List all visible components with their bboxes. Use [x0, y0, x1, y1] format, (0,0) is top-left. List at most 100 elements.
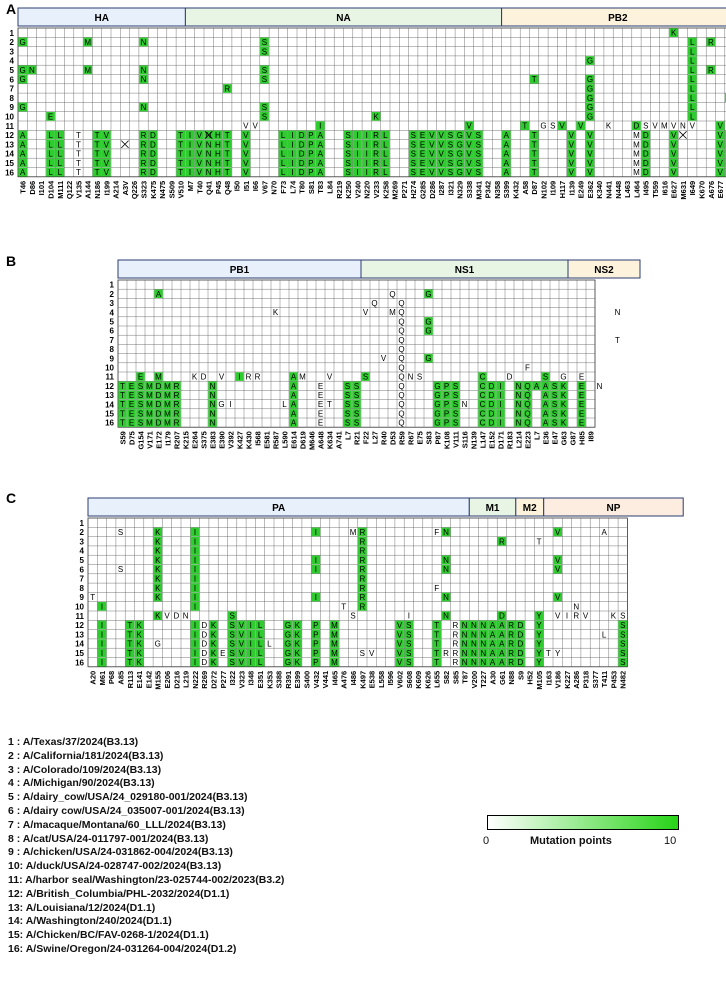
mutation-residue: K: [136, 640, 142, 649]
mutation-cell: [190, 536, 200, 546]
mutation-residue: S: [453, 419, 458, 428]
mutation-residue: V: [569, 131, 575, 140]
mutation-cell: [153, 583, 163, 593]
mutation-cell: [488, 657, 497, 667]
mutation-cell: [618, 657, 628, 667]
mutation-cell: [283, 629, 293, 639]
mutation-cell: [18, 37, 27, 47]
mutation-cell: [567, 130, 576, 140]
mutation-residue: A: [20, 140, 26, 149]
mutation-residue: L: [281, 159, 286, 168]
mutation-cell: [577, 409, 586, 418]
mutation-cell: [618, 639, 628, 648]
mutation-residue: M: [633, 159, 640, 168]
mutation-cell: [585, 149, 595, 158]
mutation-cell: [478, 648, 488, 658]
mutation-residue: T: [178, 150, 183, 159]
mutation-residue: M: [633, 140, 640, 149]
mutation-residue: R: [452, 658, 458, 667]
mutation-residue: M: [164, 400, 171, 409]
mutation-residue: S: [620, 649, 625, 658]
mutation-residue: I: [194, 649, 196, 658]
mutation-residue: N: [516, 382, 522, 391]
mutation-cell: [353, 130, 362, 140]
mutation-residue: S: [476, 131, 481, 140]
mutation-cell: [446, 149, 455, 158]
mutation-cell: [371, 130, 381, 140]
mutation-cell: [460, 639, 469, 648]
mutation-residue: A: [499, 621, 505, 630]
mutation-residue: R: [174, 391, 180, 400]
mutation-residue: K: [155, 537, 161, 546]
mutation-residue: V: [239, 640, 245, 649]
mutation-residue: Q: [524, 400, 530, 409]
mutation-cell: [585, 56, 595, 65]
mutation-residue: V: [104, 150, 110, 159]
mutation-cell: [97, 648, 107, 658]
mutation-residue: E: [420, 131, 425, 140]
mutation-residue: K: [155, 575, 161, 584]
column-label: R113: [126, 671, 135, 689]
mutation-residue: A: [291, 373, 297, 382]
mutation-residue: M: [299, 373, 306, 382]
mutation-residue: L: [58, 140, 63, 149]
mutation-residue: Q: [398, 382, 404, 391]
mutation-residue: I: [315, 565, 317, 574]
mutation-residue: V: [363, 308, 369, 317]
mutation-cell: [343, 130, 353, 140]
mutation-residue: D: [201, 649, 207, 658]
mutation-cell: [190, 564, 200, 574]
mutation-residue: I: [356, 131, 358, 140]
column-label: V441: [321, 671, 330, 689]
column-label: V200: [470, 671, 479, 689]
mutation-cell: [442, 381, 451, 391]
column-label: L463: [623, 181, 632, 198]
legend-entry: 1 : A/Texas/37/2024(B3.13): [8, 736, 139, 748]
mutation-residue: R: [508, 649, 514, 658]
mutation-residue: L: [383, 140, 388, 149]
mutation-cell: [585, 74, 595, 84]
mutation-cell: [343, 139, 353, 149]
mutation-residue: V: [587, 159, 593, 168]
mutation-residue: I: [356, 150, 358, 159]
mutation-residue: V: [438, 168, 444, 177]
legend-entry: 4 : A/Michigan/90/2024(B3.13): [8, 777, 155, 790]
mutation-residue: E: [579, 391, 584, 400]
mutation-cell: [306, 139, 316, 149]
mutation-residue: S: [354, 419, 359, 428]
mutation-cell: [715, 158, 725, 168]
mutation-cell: [136, 381, 145, 391]
mutation-cell: [125, 657, 135, 667]
mutation-residue: M: [146, 391, 153, 400]
mutation-residue: I: [250, 649, 252, 658]
mutation-residue: E: [220, 649, 225, 658]
mutation-residue: R: [499, 537, 505, 546]
mutation-cell: [97, 639, 107, 648]
mutation-cell: [127, 418, 136, 427]
mutation-cell: [190, 592, 200, 602]
mutation-cell: [278, 130, 288, 140]
column-label: L655: [433, 671, 442, 688]
row-label: 11: [76, 612, 85, 621]
mutation-cell: [469, 620, 479, 630]
mutation-residue: Q: [398, 391, 404, 400]
mutation-cell: [408, 167, 418, 177]
mutation-cell: [529, 130, 539, 140]
mutation-residue: E: [129, 419, 134, 428]
mutation-residue: S: [354, 391, 359, 400]
column-label: Q48: [223, 181, 232, 195]
mutation-residue: S: [354, 409, 359, 418]
mutation-residue: D: [643, 140, 649, 149]
column-label: P87: [434, 431, 443, 444]
mutation-cell: [706, 37, 716, 47]
mutation-residue: V: [587, 150, 593, 159]
mutation-cell: [315, 121, 325, 130]
mutation-residue: T: [225, 131, 230, 140]
column-label: I322: [228, 671, 237, 686]
mutation-residue: I: [101, 649, 103, 658]
mutation-residue: G: [425, 317, 431, 326]
mutation-residue: L: [383, 159, 388, 168]
mutation-cell: [433, 418, 442, 427]
mutation-cell: [478, 629, 488, 639]
mutation-cell: [172, 418, 181, 427]
